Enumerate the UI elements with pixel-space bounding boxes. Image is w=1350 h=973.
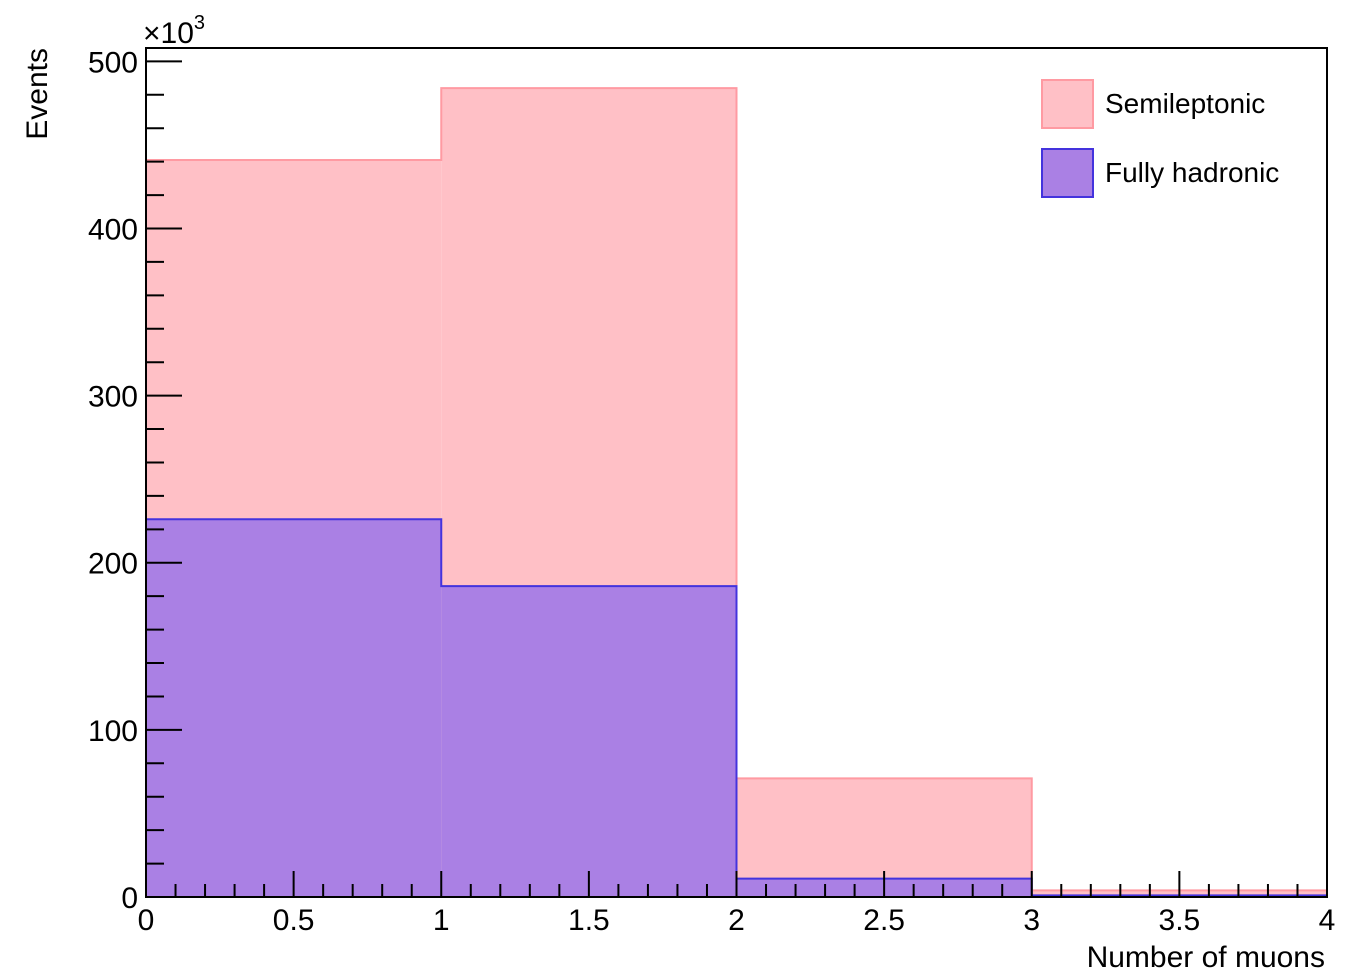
y-tick-label-2: 200 <box>88 548 138 581</box>
y-tick-label-1: 100 <box>88 715 138 748</box>
y-tick-label-5: 500 <box>88 46 138 79</box>
x-tick-label-7: 3.5 <box>1159 904 1201 937</box>
x-tick-label-4: 2 <box>728 904 745 937</box>
x-axis-title: Number of muons <box>1087 941 1325 973</box>
x-tick-label-0: 0 <box>138 904 155 937</box>
x-tick-label-1: 0.5 <box>273 904 315 937</box>
fully-hadronic-legend-label: Fully hadronic <box>1105 157 1279 188</box>
y-axis-multiplier: ×103 <box>143 12 205 50</box>
tick-labels-layer: 0 0.5 1 1.5 2 2.5 3 3.5 4 0 100 200 300 400 500 <box>88 46 1335 937</box>
y-axis-title: Events <box>21 48 54 140</box>
x-tick-label-3: 1.5 <box>568 904 610 937</box>
x-tick-label-2: 1 <box>433 904 450 937</box>
ticks-layer <box>145 60 1328 898</box>
x-tick-label-5: 2.5 <box>863 904 905 937</box>
bars-layer <box>145 87 1328 898</box>
semileptonic-legend-label: Semileptonic <box>1105 88 1265 119</box>
legend: Semileptonic Fully hadronic <box>1041 79 1279 198</box>
fully-hadronic-bin-0 <box>146 519 442 897</box>
fully-hadronic-bin-1 <box>441 586 737 897</box>
x-tick-label-6: 3 <box>1023 904 1040 937</box>
y-tick-label-4: 400 <box>88 213 138 246</box>
y-tick-label-3: 300 <box>88 381 138 414</box>
x-tick-label-8: 4 <box>1319 904 1336 937</box>
y-tick-label-0: 0 <box>121 882 138 915</box>
semileptonic-legend-swatch <box>1041 79 1094 129</box>
fully-hadronic-legend-swatch <box>1041 148 1094 198</box>
